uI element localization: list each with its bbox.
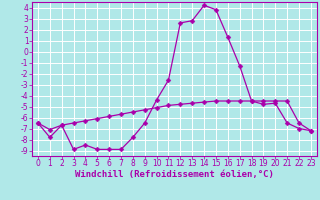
X-axis label: Windchill (Refroidissement éolien,°C): Windchill (Refroidissement éolien,°C)	[75, 170, 274, 179]
